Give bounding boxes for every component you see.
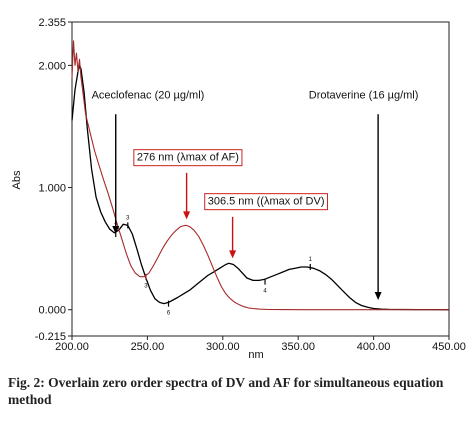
x-tick-label: 250.00 bbox=[131, 341, 165, 353]
annotation-drotaverine-arrow-head bbox=[374, 291, 382, 300]
y-tick-label: 1.000 bbox=[38, 183, 66, 195]
x-tick-label: 450.00 bbox=[432, 341, 466, 353]
series-layer bbox=[71, 40, 450, 311]
peak-marker-label: 3 bbox=[144, 284, 148, 290]
x-tick-label: 200.00 bbox=[55, 341, 89, 353]
annotation-af-max-arrow-head bbox=[183, 211, 191, 220]
annotation-layer: Aceclofenac (20 µg/ml) Drotaverine (16 µg… bbox=[92, 89, 419, 300]
annotation-af-max-text: 276 nm (λmax of AF) bbox=[137, 152, 239, 164]
peak-marker-label: 4 bbox=[263, 289, 267, 295]
x-axis-title: nm bbox=[248, 349, 263, 361]
af-spectrum-line bbox=[71, 40, 449, 311]
plot-frame bbox=[71, 21, 450, 337]
y-tick-label: 0.000 bbox=[38, 305, 66, 317]
spectrum-chart: 200.00 250.00 300.00 350.00 400.00 450.00 -0.… bbox=[11, 17, 466, 361]
annotation-aceclofenac-text: Aceclofenac (20 µg/ml) bbox=[92, 89, 205, 101]
dv-spectrum-line bbox=[71, 64, 450, 311]
annotation-dv-max-arrow-head bbox=[229, 250, 237, 259]
x-tick-label: 400.00 bbox=[357, 341, 391, 353]
y-tick-label: -0.215 bbox=[35, 331, 66, 343]
annotation-dv-max-box bbox=[204, 193, 328, 211]
x-tick-label: 350.00 bbox=[281, 341, 315, 353]
peak-marker-label: 3 bbox=[126, 215, 130, 221]
y-axis-title: Abs bbox=[11, 170, 23, 189]
x-axis-ticks: 200.00 250.00 300.00 350.00 400.00 450.00 bbox=[55, 336, 466, 353]
annotation-af-max-box bbox=[133, 149, 243, 167]
y-tick-label: 2.000 bbox=[38, 60, 66, 72]
annotation-drotaverine-text: Drotaverine (16 µg/ml) bbox=[309, 89, 419, 101]
annotation-dv-max-text: 306.5 nm ((λmax of DV) bbox=[208, 196, 325, 208]
y-axis-ticks: -0.215 0.000 1.000 2.000 2.355 bbox=[35, 17, 72, 343]
peak-marker-label: 1 bbox=[309, 257, 313, 263]
figure-caption: Fig. 2: Overlain zero order spectra of D… bbox=[8, 375, 444, 407]
peak-marker-label: 6 bbox=[167, 311, 171, 317]
peak-marker-layer: 733641 bbox=[114, 215, 313, 316]
annotation-aceclofenac-arrow-head bbox=[112, 225, 120, 234]
x-tick-label: 300.00 bbox=[206, 341, 240, 353]
y-tick-label: 2.355 bbox=[38, 17, 66, 29]
